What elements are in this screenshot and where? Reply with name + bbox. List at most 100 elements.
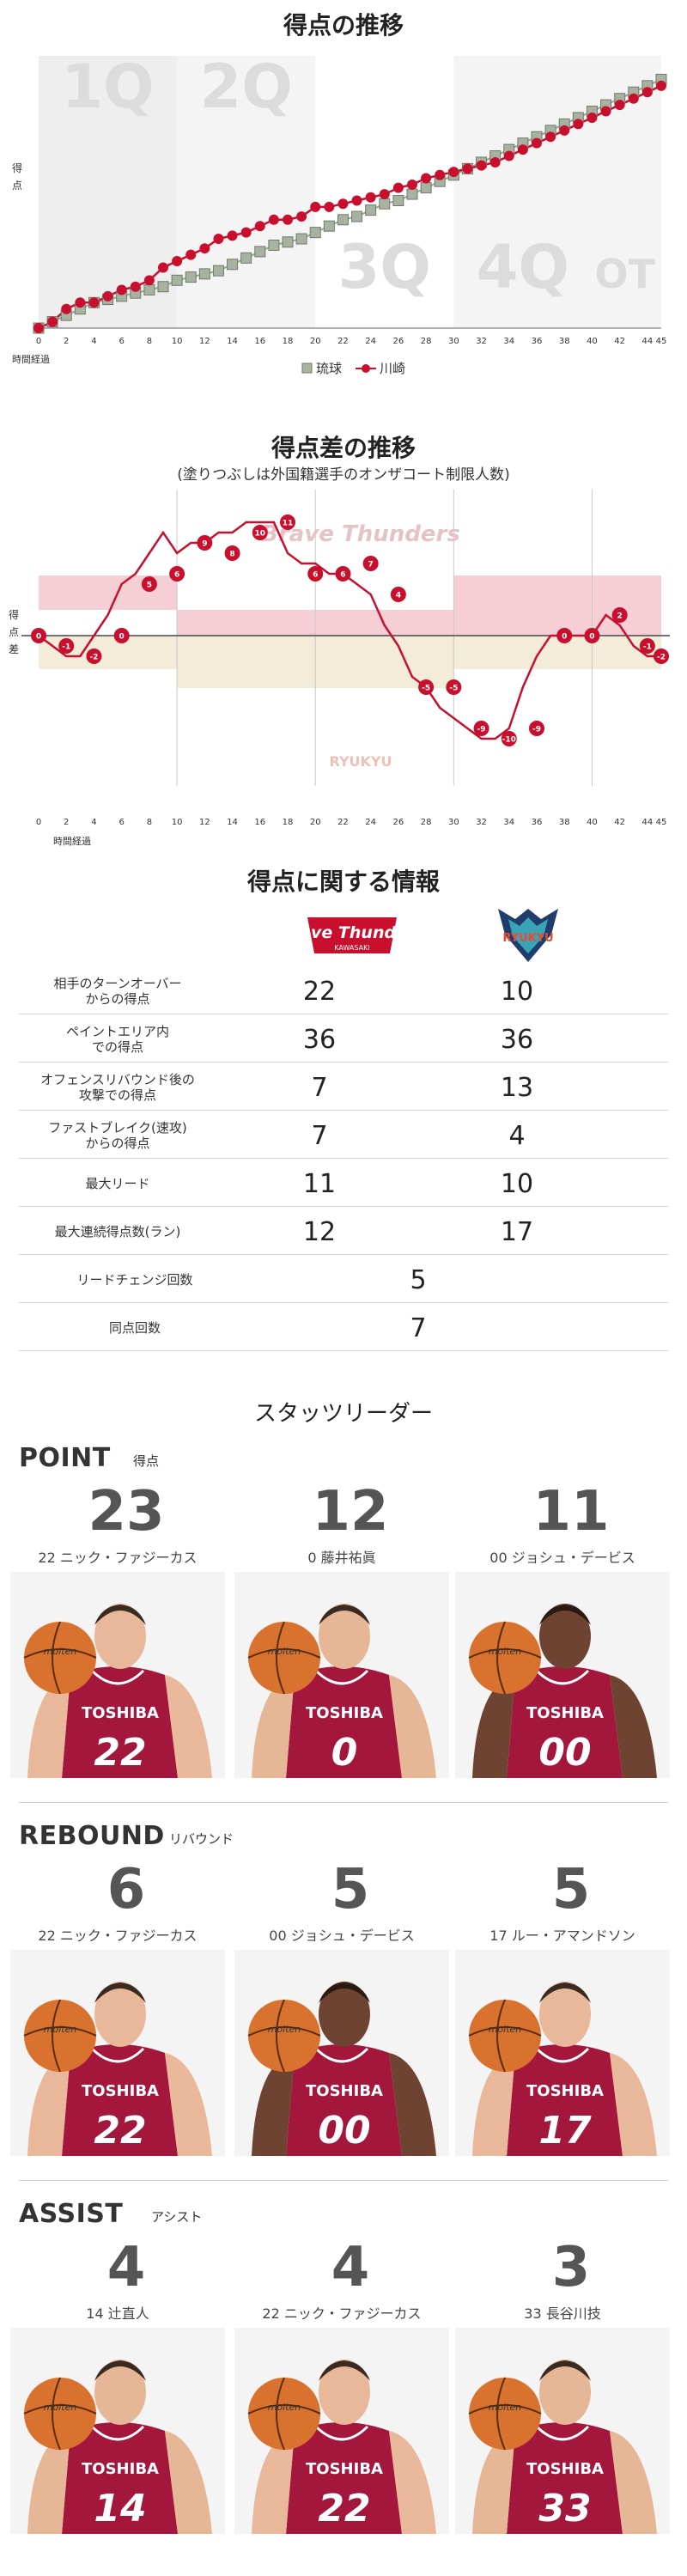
arm-right bbox=[389, 2053, 436, 2156]
x-tick-label: 45 bbox=[656, 337, 667, 346]
arm-left bbox=[472, 2431, 515, 2534]
jersey-number: 22 bbox=[94, 1731, 146, 1775]
ball-brand: molten bbox=[489, 2024, 522, 2035]
kawasaki-point bbox=[172, 256, 183, 267]
ball-brand: molten bbox=[44, 2024, 77, 2035]
ball-brand: molten bbox=[268, 2024, 301, 2035]
ryukyu-point bbox=[171, 274, 183, 286]
x-tick-label: 26 bbox=[393, 337, 404, 346]
leader-value: 11 bbox=[532, 1480, 610, 1544]
diff-point bbox=[31, 628, 46, 643]
diff-point bbox=[584, 628, 600, 643]
quarter-label: 4Q bbox=[477, 232, 569, 302]
kawasaki-point bbox=[143, 275, 155, 286]
kawasaki-point bbox=[489, 156, 501, 167]
info-value-kawasaki: 7 bbox=[311, 1120, 328, 1151]
leader-value: 12 bbox=[312, 1480, 389, 1544]
diff-point bbox=[197, 535, 213, 551]
leaders-title: スタッツリーダー bbox=[253, 1401, 433, 1427]
arm-right bbox=[165, 1675, 212, 1778]
category-subtitle: 得点 bbox=[133, 1453, 160, 1469]
jersey bbox=[62, 1666, 178, 1778]
kawasaki-point bbox=[421, 173, 432, 184]
x-tick-label: 32 bbox=[476, 337, 487, 346]
jersey bbox=[286, 2044, 402, 2156]
x-tick-label: 28 bbox=[421, 337, 432, 346]
diff-point-label: -2 bbox=[89, 654, 98, 662]
basketball bbox=[24, 1622, 96, 1694]
x-tick-label: 32 bbox=[476, 818, 487, 827]
x-tick-label: 0 bbox=[36, 818, 41, 827]
kawasaki-point bbox=[448, 167, 459, 178]
basketball-seams bbox=[23, 1621, 97, 1695]
x-tick-label: 22 bbox=[337, 337, 349, 346]
diff-point bbox=[556, 628, 573, 643]
hair bbox=[94, 1982, 146, 2003]
diff-point bbox=[113, 628, 130, 643]
leader-value: 4 bbox=[106, 2236, 146, 2299]
svg-text:RYUKYU: RYUKYU bbox=[502, 932, 553, 945]
diff-point bbox=[418, 679, 435, 695]
jersey-collar bbox=[314, 1669, 369, 1685]
x-tick-label: 40 bbox=[587, 818, 598, 827]
arm-left bbox=[27, 2431, 70, 2534]
info-value-shared: 7 bbox=[410, 1312, 427, 1343]
ryukyu-point bbox=[185, 271, 197, 283]
head bbox=[94, 1604, 146, 1669]
diff-point bbox=[529, 721, 544, 736]
ball-brand: molten bbox=[268, 2402, 301, 2413]
leader-value: 4 bbox=[331, 2236, 370, 2299]
kawasaki-point bbox=[337, 198, 349, 210]
player-illustration: molten TOSHIBA 22 bbox=[234, 2328, 449, 2534]
kawasaki-point bbox=[559, 125, 570, 136]
leader-name: 00 ジョシュ・デービス bbox=[269, 1927, 415, 1944]
quarter-label: 2Q bbox=[200, 52, 293, 122]
diff-point-label: 0 bbox=[36, 633, 41, 642]
head bbox=[319, 1604, 370, 1669]
leader-name: 33 長谷川技 bbox=[524, 2305, 601, 2322]
jersey bbox=[507, 2422, 623, 2534]
x-tick-label: 16 bbox=[254, 337, 265, 346]
x-tick-label: 4 bbox=[91, 337, 96, 346]
quarter-band bbox=[39, 56, 178, 328]
x-tick-label: 24 bbox=[365, 337, 376, 346]
legend-ryukyu-label: 琉球 bbox=[316, 361, 342, 376]
ryukyu-point bbox=[212, 265, 224, 277]
diff-point-label: 11 bbox=[283, 520, 294, 528]
head bbox=[539, 1604, 591, 1669]
kawasaki-point bbox=[532, 137, 542, 149]
diff-point bbox=[611, 607, 628, 623]
quarter-label: OT bbox=[595, 251, 656, 297]
kawasaki-point bbox=[47, 316, 58, 327]
hair bbox=[539, 2360, 591, 2381]
info-value-kawasaki: 22 bbox=[302, 976, 337, 1007]
diff-point bbox=[58, 638, 75, 654]
ryukyu-logo: RYUKYU bbox=[498, 909, 558, 962]
diff-point-label: -9 bbox=[477, 726, 486, 734]
head bbox=[319, 1982, 370, 2047]
diff-chart-subtitle: (塗りつぶしは外国籍選手のオンザコート制限人数) bbox=[177, 466, 510, 484]
leader-value: 6 bbox=[106, 1858, 146, 1921]
jersey-collar bbox=[535, 2047, 590, 2063]
basketball bbox=[248, 2000, 320, 2072]
diff-point bbox=[141, 576, 157, 592]
jersey-number: 00 bbox=[538, 1731, 591, 1775]
player-illustration: molten TOSHIBA 14 bbox=[10, 2328, 225, 2534]
jersey-number: 14 bbox=[94, 2487, 146, 2530]
hair bbox=[94, 2360, 146, 2381]
info-row-label: 最大リード bbox=[85, 1176, 150, 1191]
y-axis-label: 得 bbox=[12, 161, 22, 174]
basketball-seams bbox=[247, 1999, 321, 2073]
arm-right bbox=[610, 2053, 657, 2156]
x-tick-label: 42 bbox=[614, 337, 625, 346]
svg-text:Brave Thunders: Brave Thunders bbox=[301, 923, 404, 942]
arm-left bbox=[27, 1675, 70, 1778]
diff-point-label: 6 bbox=[313, 571, 318, 580]
player-photo: molten TOSHIBA 00 bbox=[234, 1950, 449, 2156]
arm-right bbox=[610, 2431, 657, 2534]
diff-point bbox=[390, 587, 406, 602]
basketball-seams bbox=[23, 1999, 97, 2073]
info-row-label: ファストブレイク(速攻) からの得点 bbox=[48, 1120, 187, 1151]
kawasaki-point bbox=[435, 169, 446, 180]
